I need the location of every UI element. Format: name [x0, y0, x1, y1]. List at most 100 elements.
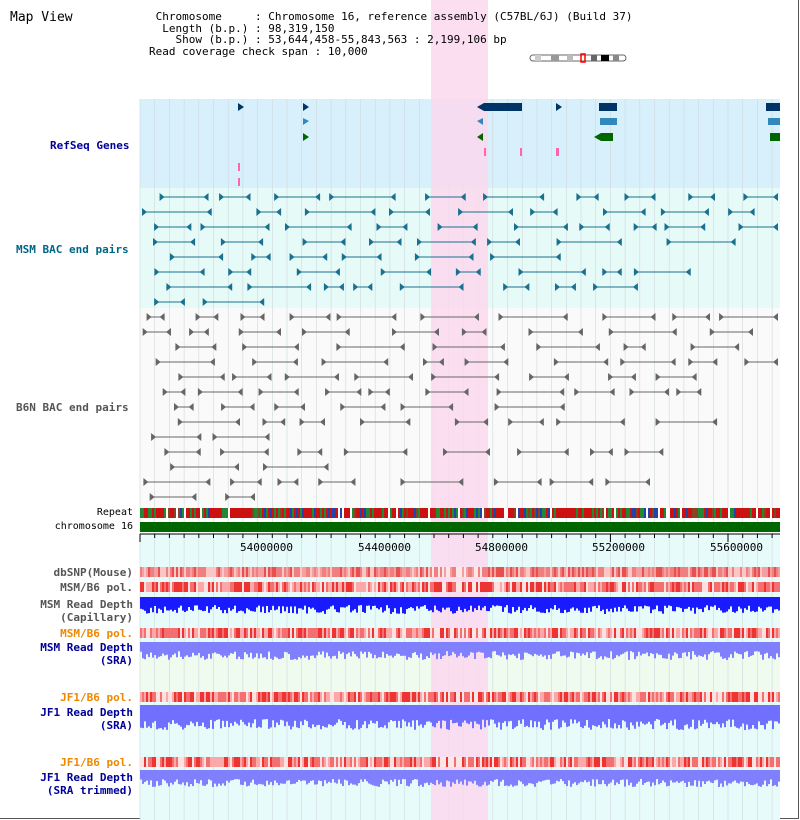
bac-pair — [149, 493, 197, 501]
track-label-jf1-depth-trim-1[interactable]: JF1 Read Depth — [40, 771, 133, 784]
bac-pair — [232, 373, 272, 381]
bac-pair — [420, 313, 479, 321]
bac-pair — [336, 313, 397, 321]
bac-pair — [608, 328, 677, 336]
track-label-dbsnp[interactable]: dbSNP(Mouse) — [53, 566, 133, 579]
msm-bac-pairs — [142, 193, 778, 306]
bac-pair — [219, 193, 251, 201]
bac-pair — [376, 223, 408, 231]
bac-pair — [549, 478, 594, 486]
track-label-msm-depth-cap-1[interactable]: MSM Read Depth — [40, 598, 133, 611]
bac-pair — [529, 373, 569, 381]
bac-pair — [197, 388, 243, 396]
bac-pair — [728, 208, 755, 216]
bac-pair — [247, 283, 312, 291]
msm-pol-strip-1 — [140, 582, 780, 592]
bac-pair — [164, 448, 201, 456]
bac-pair — [368, 388, 390, 396]
bac-pair — [325, 388, 362, 396]
show-line: Show (b.p.) : 53,644,458-55,843,563 : 2,… — [175, 33, 507, 46]
track-label-msm-pol-1[interactable]: MSM/B6 pol. — [60, 581, 133, 594]
bac-pair — [178, 373, 225, 381]
bac-pair — [536, 343, 600, 351]
bac-pair — [461, 328, 487, 336]
bac-pair — [458, 208, 513, 216]
bac-pair — [655, 373, 697, 381]
axis-tick-label: 54400000 — [358, 541, 411, 554]
repeat-track — [140, 508, 780, 518]
bac-pair — [620, 358, 676, 366]
track-label-jf1-pol-2[interactable]: JF1/B6 pol. — [60, 756, 133, 769]
bac-pair — [321, 358, 389, 366]
bac-pair — [399, 283, 464, 291]
bac-pair — [296, 268, 340, 276]
bac-pair — [262, 418, 286, 426]
bac-pair — [318, 478, 356, 486]
bac-pair — [175, 343, 217, 351]
track-label-msm-bac[interactable]: MSM BAC end pairs — [16, 243, 129, 256]
axis-tick-label: 54000000 — [240, 541, 293, 554]
jf1-depth-sra-strip — [140, 705, 780, 730]
bac-pair — [220, 448, 269, 456]
bac-pair — [225, 493, 255, 501]
bac-pair — [154, 223, 192, 231]
bac-pair — [490, 253, 561, 261]
bac-pair — [142, 208, 212, 216]
chromosome-ideogram[interactable] — [529, 53, 627, 63]
bac-pair — [242, 343, 299, 351]
bac-pair — [274, 403, 305, 411]
bac-pair — [454, 418, 489, 426]
bac-pair — [297, 448, 323, 456]
bac-pair — [738, 223, 778, 231]
bac-pair — [624, 193, 656, 201]
bac-pair — [284, 373, 339, 381]
bac-pair — [230, 478, 262, 486]
bac-pair — [664, 223, 706, 231]
track-label-msm-depth-sra-2: (SRA) — [99, 654, 133, 667]
bac-pair — [154, 268, 205, 276]
jf1-depth-trimmed-strip — [140, 770, 780, 787]
bac-pair — [221, 403, 255, 411]
bac-pair — [688, 193, 715, 201]
bac-pair — [258, 388, 299, 396]
track-label-b6n-bac[interactable]: B6N BAC end pairs — [16, 401, 129, 414]
bac-pair — [574, 388, 615, 396]
bac-pair — [605, 478, 650, 486]
msm-depth-capillary-strip — [140, 597, 780, 614]
bac-pair — [556, 238, 622, 246]
bac-pair — [166, 283, 233, 291]
bac-pair — [360, 418, 411, 426]
bac-pair — [443, 448, 490, 456]
track-label-refseq[interactable]: RefSeq Genes — [50, 139, 130, 152]
track-label-jf1-pol-1[interactable]: JF1/B6 pol. — [60, 691, 133, 704]
bac-pair — [590, 448, 613, 456]
bac-pair — [146, 313, 165, 321]
jf1-pol-strip-2 — [140, 757, 780, 767]
bac-pair — [169, 253, 224, 261]
bac-pair — [487, 238, 520, 246]
bac-pair — [425, 193, 466, 201]
bac-pair — [174, 403, 194, 411]
bac-pair — [200, 223, 270, 231]
bac-pair — [744, 358, 778, 366]
bac-pair — [432, 343, 505, 351]
bac-pair — [400, 478, 464, 486]
track-label-msm-depth-sra-1[interactable]: MSM Read Depth — [40, 641, 133, 654]
bac-pair — [212, 433, 270, 441]
track-label-repeat: Repeat — [96, 507, 133, 518]
bac-pair — [340, 403, 386, 411]
track-label-jf1-depth-sra-1[interactable]: JF1 Read Depth — [40, 706, 133, 719]
bac-pair — [676, 388, 702, 396]
bac-pair — [336, 343, 405, 351]
bac-pair — [155, 358, 215, 366]
bac-pair — [709, 328, 753, 336]
coverage-line: Read coverage check span : 10,000 — [149, 44, 368, 58]
bac-pair — [302, 238, 346, 246]
msm-pol-strip-2 — [140, 628, 780, 638]
bac-pair — [154, 298, 185, 306]
track-label-msm-pol-2[interactable]: MSM/B6 pol. — [60, 627, 133, 640]
bac-pair — [666, 238, 736, 246]
bac-pair — [240, 313, 265, 321]
bac-pair — [633, 223, 657, 231]
